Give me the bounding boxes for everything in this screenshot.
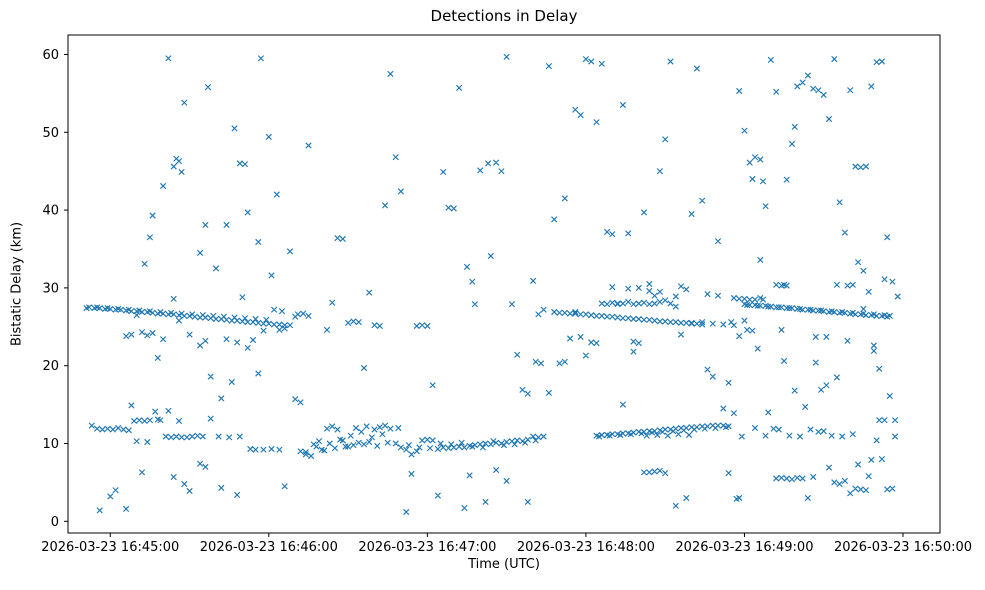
x-tick-label: 2026-03-23 16:49:00 [675,540,813,555]
y-tick-label: 40 [42,204,59,219]
scatter-points [83,53,901,516]
y-tick-label: 50 [42,126,59,141]
axes-frame [67,34,941,534]
x-axis-label: Time (UTC) [468,557,540,572]
chart-title: Detections in Delay [430,7,578,25]
x-tick-label: 2026-03-23 16:46:00 [200,540,338,555]
y-tick-label: 60 [42,48,59,63]
y-tick-label: 10 [42,437,59,452]
y-tick-label: 30 [42,281,59,296]
x-tick-label: 2026-03-23 16:50:00 [834,540,972,555]
y-tick-label: 0 [51,515,59,530]
x-tick-label: 2026-03-23 16:45:00 [41,540,179,555]
y-tick-label: 20 [42,359,59,374]
y-axis-label: Bistatic Delay (km) [9,221,25,347]
x-tick-label: 2026-03-23 16:48:00 [517,540,655,555]
x-tick-label: 2026-03-23 16:47:00 [358,540,496,555]
